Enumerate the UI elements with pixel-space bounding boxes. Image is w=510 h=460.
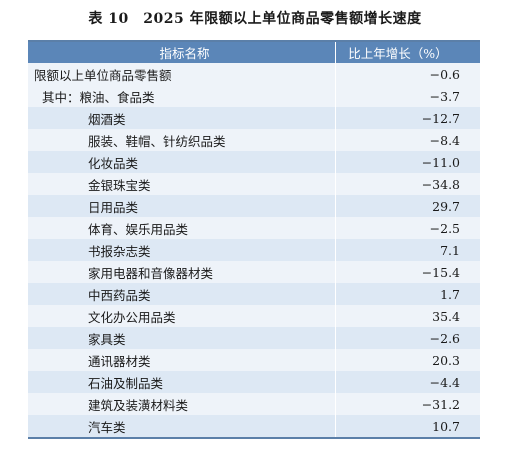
table-row: 服装、鞋帽、针纺织品类 −8.4 [28,129,480,151]
table-row: 烟酒类 −12.7 [28,107,480,129]
header-indicator-name: 指标名称 [28,42,336,63]
row-name: 其中：粮油、食品类 [28,85,336,107]
table-row: 体育、娱乐用品类 −2.5 [28,217,480,239]
row-name: 化妆品类 [28,151,336,173]
table-row: 其中：粮油、食品类 −3.7 [28,85,480,107]
row-value: −11.0 [421,154,460,170]
table-row: 家用电器和音像器材类 −15.4 [28,261,480,283]
table-row: 中西药品类 1.7 [28,283,480,305]
table-title: 表 10 2025 年限额以上单位商品零售额增长速度 [88,11,422,27]
table-row: 化妆品类 −11.0 [28,151,480,173]
row-name: 书报杂志类 [28,239,336,261]
row-name: 中西药品类 [28,283,336,305]
row-value: 29.7 [432,198,460,214]
table-row: 金银珠宝类 −34.8 [28,173,480,195]
row-name: 日用品类 [28,195,336,217]
table-row: 限额以上单位商品零售额 −0.6 [28,63,480,85]
row-name: 家具类 [28,327,336,349]
row-name: 文化办公用品类 [28,305,336,327]
row-value: 35.4 [432,308,460,324]
row-name: 烟酒类 [28,107,336,129]
row-value: 1.7 [440,286,460,302]
row-value: −31.2 [421,396,460,412]
table-row: 石油及制品类 −4.4 [28,371,480,393]
row-name: 服装、鞋帽、针纺织品类 [28,129,336,151]
header-growth-rate: 比上年增长（%） [348,46,448,61]
row-value: −3.7 [429,88,460,104]
table-row: 文化办公用品类 35.4 [28,305,480,327]
table-row: 日用品类 29.7 [28,195,480,217]
row-value: −2.5 [429,220,460,236]
row-name: 石油及制品类 [28,371,336,393]
row-value: −15.4 [421,264,460,280]
row-value: 20.3 [432,352,460,368]
table-row: 建筑及装潢材料类 −31.2 [28,393,480,415]
table-row: 家具类 −2.6 [28,327,480,349]
table-row: 通讯器材类 20.3 [28,349,480,371]
row-value: −34.8 [421,176,460,192]
row-name: 汽车类 [28,415,336,437]
row-value: −8.4 [429,132,460,148]
table-row: 书报杂志类 7.1 [28,239,480,261]
row-value: −0.6 [429,66,460,82]
row-name: 建筑及装潢材料类 [28,393,336,415]
table-header-row: 指标名称 比上年增长（%） [28,42,480,63]
row-value: −4.4 [429,374,460,390]
row-name: 体育、娱乐用品类 [28,217,336,239]
row-name: 金银珠宝类 [28,173,336,195]
row-value: 7.1 [440,242,460,258]
row-value: −2.6 [429,330,460,346]
row-name: 家用电器和音像器材类 [28,261,336,283]
retail-growth-table: 指标名称 比上年增长（%） 限额以上单位商品零售额 −0.6 其中：粮油、食品类… [28,40,480,439]
row-value: 10.7 [432,418,460,434]
table-row: 汽车类 10.7 [28,415,480,437]
row-name: 通讯器材类 [28,349,336,371]
row-name: 限额以上单位商品零售额 [28,63,336,85]
row-value: −12.7 [421,110,460,126]
